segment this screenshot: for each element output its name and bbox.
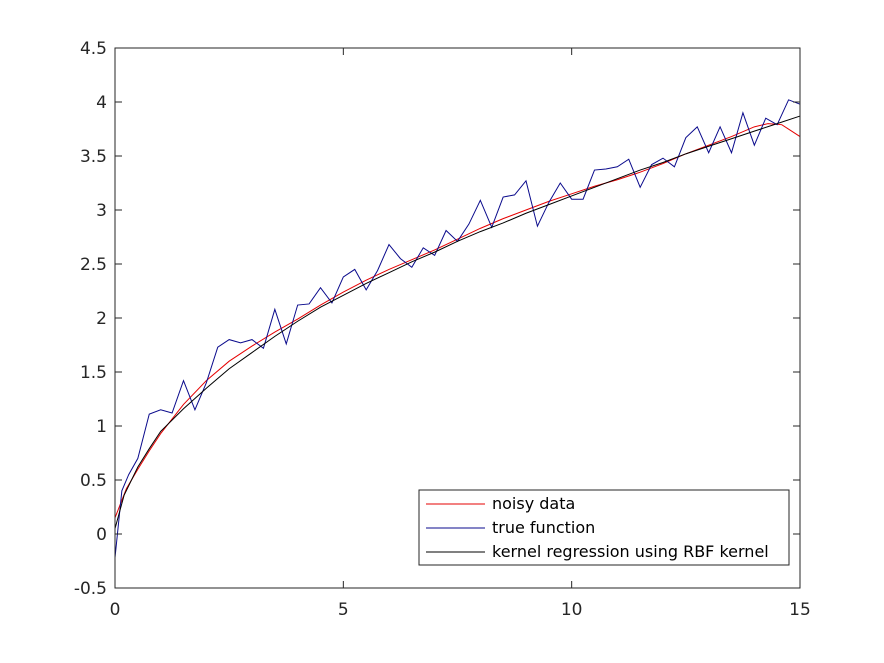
legend: noisy data true function kernel regression… — [418, 489, 790, 566]
legend-label-0: noisy data — [492, 494, 575, 513]
x-tick-label-2: 10 — [561, 600, 583, 620]
y-tick-label-0: -0.5 — [74, 579, 107, 599]
series-line-1 — [114, 99, 801, 558]
y-tick-label-5: 2 — [96, 309, 107, 329]
y-tick-label-10: 4.5 — [80, 39, 107, 59]
y-tick-label-9: 4 — [96, 93, 107, 113]
y-tick-label-6: 2.5 — [80, 255, 107, 275]
legend-label-1: true function — [492, 518, 595, 537]
y-tick-label-4: 1.5 — [80, 363, 107, 383]
series-line-2 — [114, 115, 801, 529]
y-tick-label-3: 1 — [96, 417, 107, 437]
x-tick-label-3: 15 — [789, 600, 811, 620]
y-tick-label-8: 3.5 — [80, 147, 107, 167]
y-tick-label-7: 3 — [96, 201, 107, 221]
legend-label-2: kernel regression using RBF kernel — [492, 542, 769, 561]
x-tick-label-1: 5 — [338, 600, 349, 620]
tick-layer: 0 5 10 15-0.500.511.522.533.544.5 — [74, 39, 811, 620]
y-tick-label-1: 0 — [96, 525, 107, 545]
x-tick-label-0: 0 — [110, 600, 121, 620]
series-layer — [114, 99, 801, 558]
series-line-0 — [114, 123, 801, 518]
y-tick-label-2: 0.5 — [80, 471, 107, 491]
